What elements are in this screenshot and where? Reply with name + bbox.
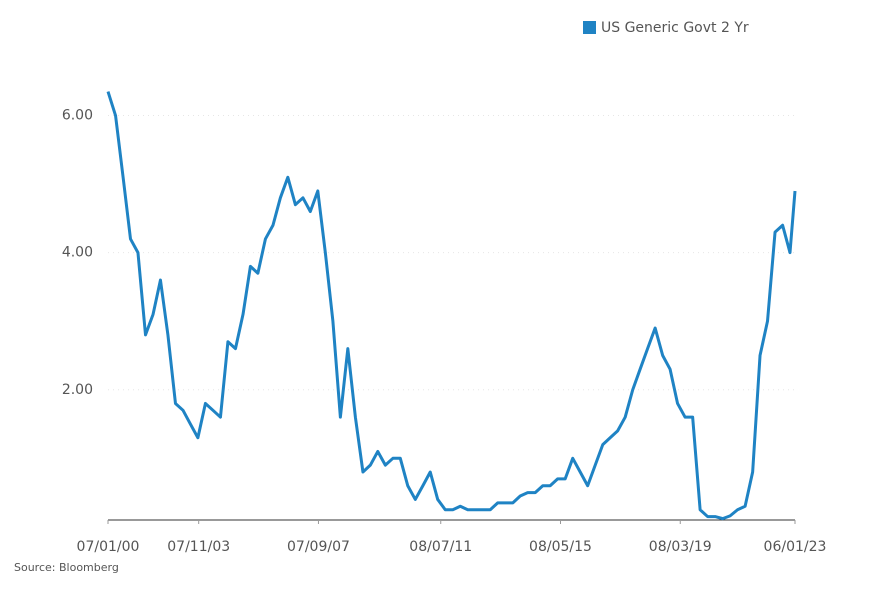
source-note: Source: Bloomberg — [14, 561, 119, 574]
series-line — [106, 91, 797, 521]
legend-label: US Generic Govt 2 Yr — [601, 20, 749, 36]
legend-swatch — [583, 21, 596, 34]
y-tick-label: 6.00 — [62, 108, 93, 124]
x-tick-label: 07/11/03 — [167, 539, 230, 555]
x-tick-label: 07/09/07 — [287, 539, 350, 555]
x-tick-label: 08/07/11 — [409, 539, 472, 555]
x-tick-label: 07/01/00 — [77, 539, 140, 555]
y-tick-label: 2.00 — [62, 382, 93, 398]
x-tick-label: 06/01/23 — [764, 539, 827, 555]
x-tick-label: 08/05/15 — [529, 539, 592, 555]
y-tick-label: 4.00 — [62, 245, 93, 261]
x-tick-label: 08/03/19 — [649, 539, 712, 555]
